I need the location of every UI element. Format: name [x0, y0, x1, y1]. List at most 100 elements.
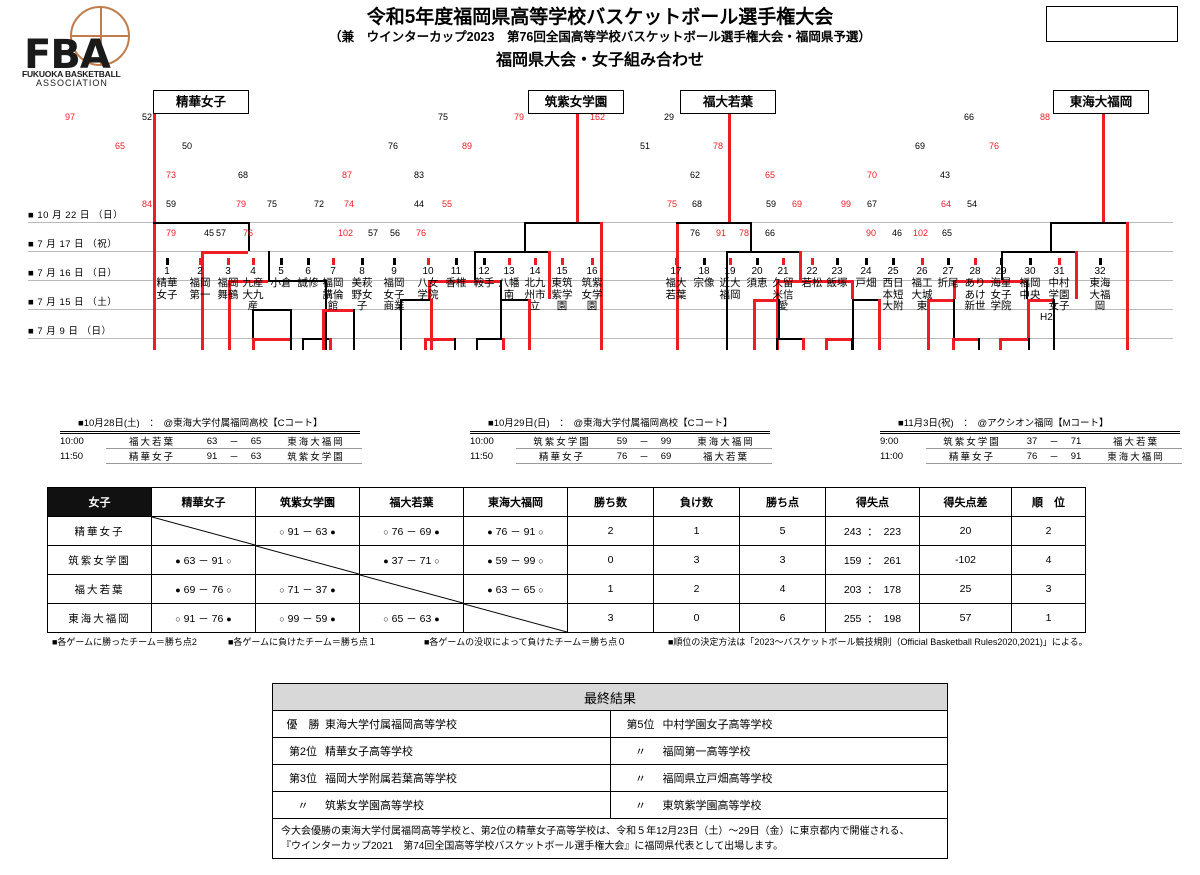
- schedule-game-row: 10:00 福大若葉 63 － 65 東海大福岡: [60, 434, 390, 449]
- standings-points-for-against: 243 ： 223: [825, 516, 920, 546]
- bracket-score: 65: [115, 141, 126, 151]
- bracket-line: [228, 280, 268, 283]
- team-name: 誠修: [297, 277, 319, 289]
- team-number: 14: [529, 266, 541, 277]
- team-tick: [331, 258, 335, 265]
- game-away-score: 71: [1070, 435, 1082, 447]
- bracket-score: 62: [690, 170, 701, 180]
- bracket-score: 52: [142, 112, 153, 122]
- bracket-line: [1001, 251, 1003, 280]
- team-number: 27: [942, 266, 954, 277]
- standings-row: 東海大福岡 ○ 91 － 76 ● ○ 99 － 59 ● ○ 65 － 63 ● 3 0…: [47, 603, 1086, 633]
- bracket-champion-box: 東海大福岡: [1053, 90, 1149, 114]
- bracket-line: [153, 222, 156, 350]
- basketball-icon: [70, 6, 130, 66]
- logo-subtitle-2: ASSOCIATION: [36, 78, 108, 88]
- standings-note: ■順位の決定方法は「2023～バスケットボール競技規則（Official Bas…: [668, 637, 1088, 647]
- cell-home-score: 63: [183, 554, 196, 567]
- bracket-team-column: 17 福大若葉: [663, 258, 689, 301]
- bracket-score: 67: [867, 199, 878, 209]
- bracket-team-column: 25 西日本短大附: [880, 258, 906, 313]
- team-name: 鞍手: [473, 277, 495, 289]
- team-name: 香椎: [445, 277, 467, 289]
- team-number: 21: [777, 266, 789, 277]
- cell-home-score: 69: [183, 583, 196, 596]
- bracket-score: 55: [442, 199, 453, 209]
- right-result-marker: ●: [330, 526, 336, 537]
- logo-subtitle-1: FUKUOKA BASKETBALL: [22, 69, 121, 79]
- team-tick: [999, 258, 1003, 265]
- left-result-marker: ●: [487, 555, 493, 566]
- team-tick: [920, 258, 924, 265]
- standings-column-header: 精華女子: [151, 487, 256, 517]
- bracket-line: [268, 251, 270, 280]
- bracket-score: 57: [216, 228, 227, 238]
- game-time: 11:00: [880, 451, 904, 462]
- bracket-line: [252, 338, 255, 350]
- standings-points: 3: [739, 545, 826, 575]
- schedule-heading: ■10月29日(日) ： @東海大学付属福岡高校【Cコート】: [488, 418, 733, 429]
- points-against: 178: [883, 583, 902, 596]
- team-number: 1: [164, 266, 170, 277]
- team-number: 26: [916, 266, 928, 277]
- standings-match-cell: ● 59 － 99 ○: [463, 545, 568, 575]
- bracket-line: [290, 338, 292, 350]
- bracket-score: 91: [716, 228, 727, 238]
- game-away-team: 東海大福岡: [287, 437, 345, 448]
- final-results-body: 最終結果優 勝東海大学付属福岡高等学校 第5位 中村学園女子高等学校 第2位 精華女子高…: [272, 683, 948, 859]
- bracket-line: [353, 309, 355, 338]
- standings-losses: 2: [653, 574, 740, 604]
- team-tick: [482, 258, 486, 265]
- bracket-team-column: 5 小倉: [268, 258, 294, 290]
- bracket-score: 69: [915, 141, 926, 151]
- cell-away-score: 63: [419, 612, 432, 625]
- team-number: 10: [422, 266, 434, 277]
- bracket-line: [1027, 299, 1030, 338]
- final-rank: 優 勝: [286, 719, 320, 731]
- team-tick: [392, 258, 396, 265]
- overtime-label: H2: [1040, 312, 1053, 323]
- game-away-team: 東海大福岡: [1107, 452, 1165, 463]
- standings-diagonal-cell: [463, 603, 568, 633]
- standings-row: 筑紫女学園 ● 63 － 91 ○ ● 37 － 71 ○ ● 59 － 99 ○ 0 3…: [47, 545, 1086, 575]
- standings-column-header: 得失点: [825, 487, 920, 517]
- bracket-line: [676, 222, 750, 224]
- bracket-score: 75: [438, 112, 449, 122]
- bracket-score: 68: [238, 170, 249, 180]
- cell-away-score: 76: [211, 612, 224, 625]
- bracket-date-label: ■ 7 月 15 日 （土）: [28, 297, 118, 308]
- game-away-score: 91: [1070, 450, 1082, 462]
- bracket-line: [424, 338, 454, 341]
- team-name: 福岡舞鶴: [217, 277, 239, 301]
- cell-away-score: 59: [315, 612, 328, 625]
- final-left-entry: 第2位 精華女子高等学校: [272, 737, 611, 765]
- standings-wins: 3: [567, 603, 654, 633]
- bracket-score: 51: [640, 141, 651, 151]
- final-school: 東海大学付属福岡高等学校: [325, 719, 457, 731]
- schedule-game-row: 11:50 精華女子 76 － 69 福大若葉: [470, 449, 800, 464]
- game-time: 9:00: [880, 436, 899, 447]
- right-result-marker: ●: [434, 526, 440, 537]
- bracket-score: 69: [792, 199, 803, 209]
- bracket-line: [322, 309, 325, 350]
- schedule-block: ■10月29日(日) ： @東海大学付属福岡高校【Cコート】 10:00 筑紫女学園…: [470, 415, 800, 464]
- bracket-line: [852, 299, 878, 301]
- bracket-line: [252, 309, 290, 311]
- bracket-team-column: 28 ありあけ新世: [962, 258, 988, 313]
- bracket-score: 66: [964, 112, 975, 122]
- team-tick: [507, 258, 511, 265]
- bracket-line: [528, 299, 531, 350]
- final-result-row: 第3位 福岡大学附属若葉高等学校 〃 福岡県立戸畑高等学校: [272, 764, 948, 792]
- final-right-entry: 〃 東筑紫学園高等学校: [609, 791, 948, 819]
- game-line: 精華女子 76 － 69 福大若葉: [516, 449, 772, 464]
- bracket-score: 89: [462, 141, 473, 151]
- points-for: 159: [843, 554, 862, 567]
- game-time: 11:50: [470, 451, 494, 462]
- bracket-score: 66: [765, 228, 776, 238]
- bracket-line: [999, 338, 1002, 350]
- left-result-marker: ●: [383, 555, 389, 566]
- bracket-team-column: 29 海星女子学院: [988, 258, 1014, 313]
- bracket-score: 56: [390, 228, 401, 238]
- team-name: 折尾: [937, 277, 959, 289]
